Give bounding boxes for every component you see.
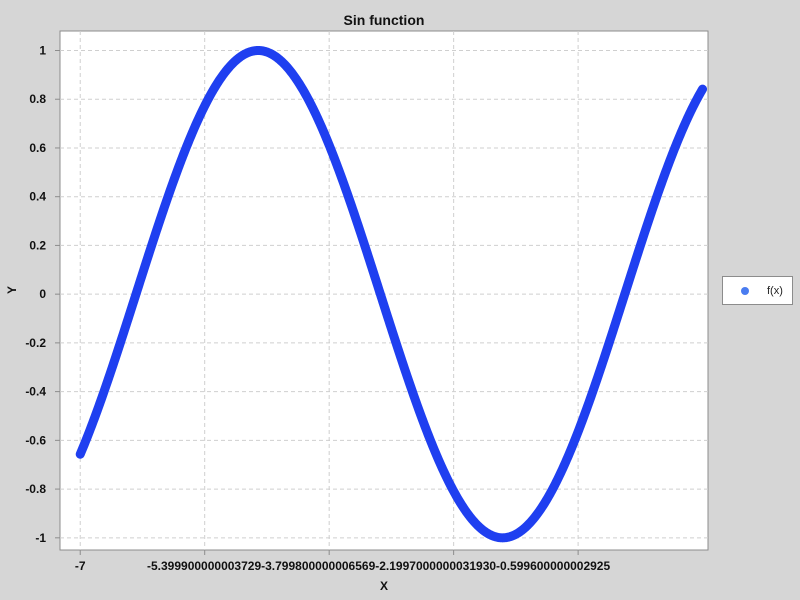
x-axis-label: X [380, 579, 388, 593]
y-tick-label: -0.6 [25, 433, 46, 447]
x-tick-label: -3.799800000006569 [261, 559, 375, 573]
legend: f(x) [722, 276, 793, 305]
y-tick-label: -0.2 [25, 336, 46, 350]
legend-marker-icon [741, 287, 749, 295]
chart-title: Sin function [344, 12, 425, 28]
y-tick-label: 0.8 [29, 92, 46, 106]
y-tick-label: -0.8 [25, 482, 46, 496]
y-tick-label: 1 [39, 43, 46, 57]
x-tick-label: -7 [75, 559, 86, 573]
y-tick-label: 0.6 [29, 141, 46, 155]
series-line [75, 45, 708, 543]
x-tick-label: -0.599600000002925 [496, 559, 610, 573]
x-tick-label: -5.399900000003729 [147, 559, 261, 573]
series-f-x [75, 45, 708, 543]
y-tick-label: -1 [35, 531, 46, 545]
y-tick-label: 0.2 [29, 238, 46, 252]
y-tick-label: 0.4 [29, 190, 46, 204]
x-tick-label: -2.1997000000031930 [375, 559, 496, 573]
y-tick-label: -0.4 [25, 385, 46, 399]
y-tick-label: 0 [39, 287, 46, 301]
plot-area [59, 30, 709, 551]
grid-lines [60, 31, 708, 550]
axes: 1 0.8 0.6 0.4 0.2 0 -0.2 -0.4 -0.6 -0.8 -1 -7 -5.399… [25, 43, 610, 573]
legend-label: f(x) [767, 285, 783, 297]
y-axis-label: Y [5, 286, 19, 294]
